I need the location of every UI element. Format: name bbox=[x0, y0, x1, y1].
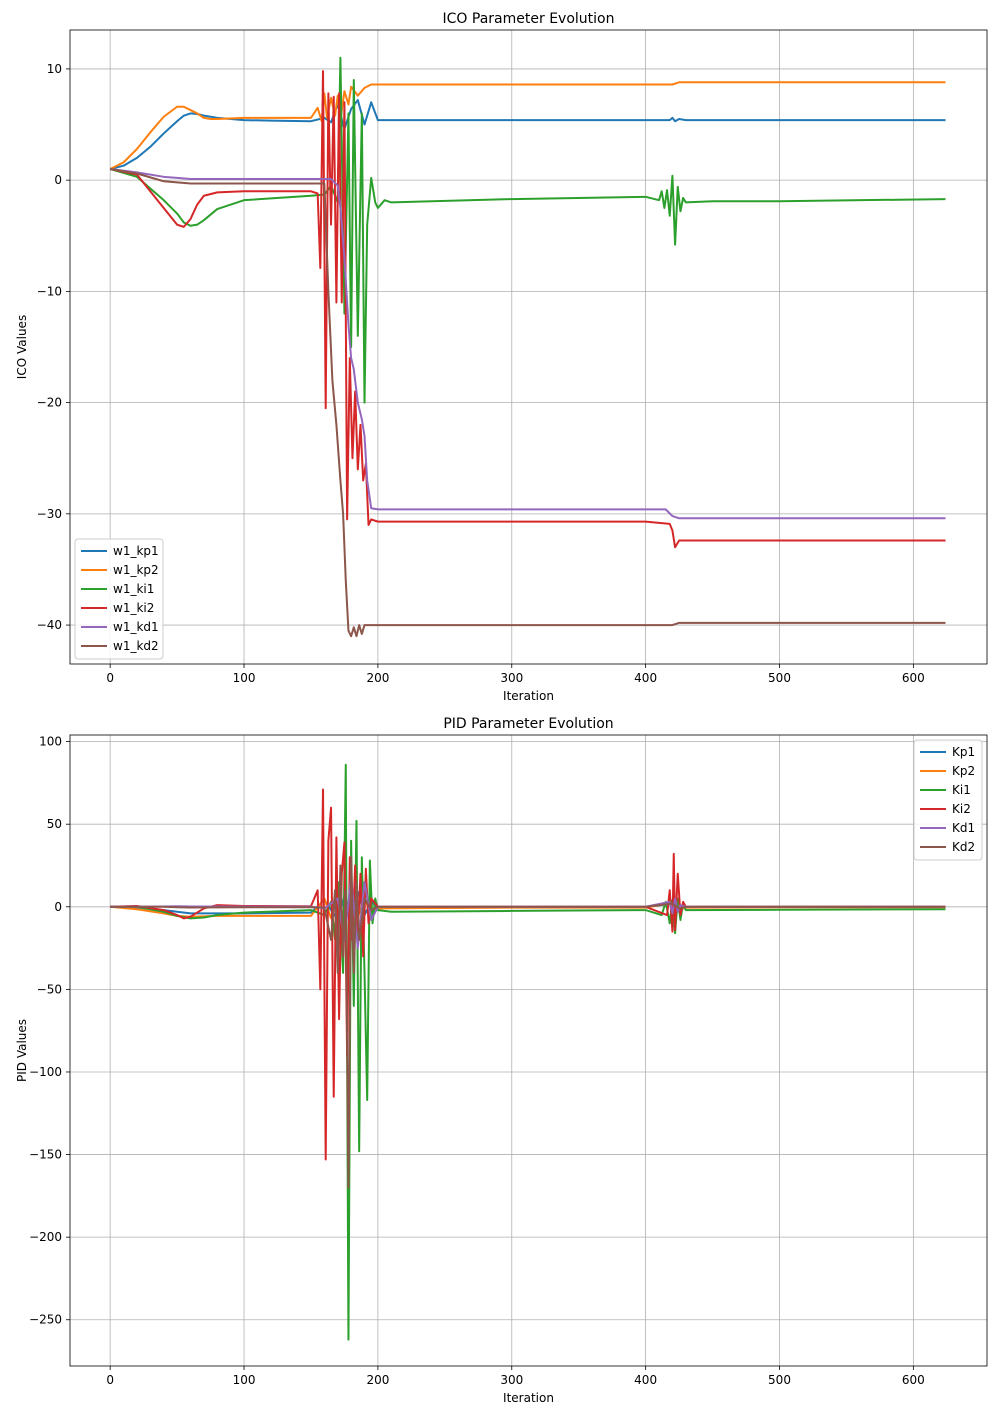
series-line-w1-ki2 bbox=[109, 70, 946, 549]
y-tick-label: −30 bbox=[37, 507, 62, 521]
series-group bbox=[109, 56, 946, 638]
legend-label: Ki1 bbox=[952, 783, 971, 797]
y-tick-label: −20 bbox=[37, 396, 62, 410]
chart-title: PID Parameter Evolution bbox=[443, 716, 613, 732]
legend: w1_kp1 w1_kp2 w1_ki1 w1_ki2 w1_kd1 w1_kd2 bbox=[74, 538, 164, 660]
chart-title: ICO Parameter Evolution bbox=[443, 11, 615, 27]
legend-label: w1_ki1 bbox=[113, 582, 154, 596]
legend-label: w1_kp2 bbox=[113, 563, 159, 577]
y-tick-label: −100 bbox=[29, 1065, 62, 1079]
y-tick-label: 100 bbox=[39, 735, 62, 749]
legend-label: w1_kd1 bbox=[113, 620, 159, 634]
legend-label: Kd2 bbox=[952, 840, 975, 854]
y-tick-label: −40 bbox=[37, 618, 62, 632]
pid-chart: 0 100 200 300 400 500 600100500−50−100−150−200… bbox=[15, 716, 988, 1405]
x-tick-label: 0 bbox=[106, 1373, 114, 1387]
x-tick-label: 300 bbox=[500, 671, 523, 685]
x-tick-label: 200 bbox=[366, 671, 389, 685]
series-line-w1-kp2 bbox=[109, 81, 946, 170]
x-tick-label: 0 bbox=[106, 671, 114, 685]
y-tick-label: −150 bbox=[29, 1148, 62, 1162]
series-line-w1-ki1 bbox=[109, 56, 946, 404]
legend-label: Ki2 bbox=[952, 802, 971, 816]
y-tick-label: 10 bbox=[47, 62, 62, 76]
series-line-w1-kd2 bbox=[109, 168, 946, 638]
legend-label: Kp1 bbox=[952, 745, 975, 759]
series-line-ki2 bbox=[110, 788, 946, 1161]
x-axis-label: Iteration bbox=[503, 1391, 554, 1405]
legend-label: Kd1 bbox=[952, 821, 975, 835]
x-tick-label: 500 bbox=[768, 671, 791, 685]
y-tick-label: −10 bbox=[37, 284, 62, 298]
grid bbox=[70, 735, 987, 1366]
legend-label: w1_kp1 bbox=[113, 544, 159, 558]
series-group bbox=[110, 763, 946, 1341]
x-tick-label: 600 bbox=[902, 671, 925, 685]
legend-label: w1_kd2 bbox=[113, 639, 159, 653]
x-tick-label: 500 bbox=[768, 1373, 791, 1387]
x-axis-label: Iteration bbox=[503, 689, 554, 703]
x-tick-label: 100 bbox=[233, 671, 256, 685]
series-line-w1-kd1 bbox=[110, 168, 946, 520]
x-tick-label: 300 bbox=[500, 1373, 523, 1387]
x-tick-label: 600 bbox=[902, 1373, 925, 1387]
series-line-kd2 bbox=[110, 856, 946, 1189]
y-tick-label: −250 bbox=[29, 1313, 62, 1327]
y-tick-label: 0 bbox=[54, 173, 62, 187]
legend-label: w1_ki2 bbox=[113, 601, 154, 615]
y-tick-label: 50 bbox=[47, 817, 62, 831]
x-tick-label: 100 bbox=[233, 1373, 256, 1387]
plot-frame bbox=[69, 29, 988, 665]
y-tick-label: 0 bbox=[54, 900, 62, 914]
y-axis-label: ICO Values bbox=[15, 315, 29, 379]
y-tick-label: −200 bbox=[29, 1230, 62, 1244]
x-tick-label: 400 bbox=[634, 671, 657, 685]
x-tick-label: 200 bbox=[366, 1373, 389, 1387]
x-tick-label: 400 bbox=[634, 1373, 657, 1387]
legend-label: Kp2 bbox=[952, 764, 975, 778]
y-axis-label: PID Values bbox=[15, 1019, 29, 1082]
y-tick-label: −50 bbox=[37, 982, 62, 996]
legend: Kp1 Kp2 Ki1 Ki2 Kd1 Kd2 bbox=[913, 739, 983, 861]
plot-frame bbox=[69, 734, 988, 1367]
